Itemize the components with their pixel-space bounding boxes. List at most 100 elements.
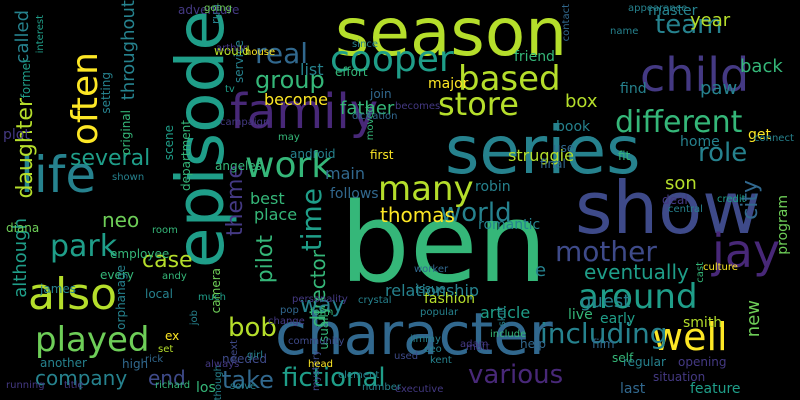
word: character <box>275 300 553 368</box>
word: romantic <box>478 217 541 233</box>
word: needed <box>222 352 267 366</box>
word: always <box>205 359 240 370</box>
word: dr <box>352 111 363 122</box>
word: set <box>158 344 174 355</box>
word: paw <box>700 78 738 99</box>
word: first <box>370 148 394 162</box>
word: mother <box>555 235 657 268</box>
word: different <box>615 105 743 140</box>
word: several <box>70 146 151 171</box>
word: girl <box>247 350 264 361</box>
word: final <box>540 157 566 171</box>
word: community <box>288 336 345 347</box>
word: main <box>325 164 365 183</box>
word: high <box>122 357 149 371</box>
word: relationship <box>385 281 480 300</box>
word: crystal <box>358 295 392 306</box>
word: regular <box>623 355 666 369</box>
word: played <box>35 320 150 360</box>
word: eventually <box>584 260 689 284</box>
word: find <box>620 81 647 97</box>
word: would <box>214 44 250 58</box>
word: title <box>64 380 84 391</box>
word: los <box>196 380 216 396</box>
word: much <box>198 292 226 303</box>
word: last <box>620 381 646 397</box>
word: worker <box>414 264 449 275</box>
word: place <box>254 205 298 224</box>
word: solve <box>230 381 257 392</box>
word: join <box>370 87 392 101</box>
word: popular <box>420 307 459 318</box>
word: show <box>575 166 762 250</box>
word: contact <box>561 4 572 42</box>
word: use <box>553 141 575 155</box>
word: guest <box>580 291 631 312</box>
word: diana <box>6 221 40 235</box>
word: change <box>268 316 305 327</box>
word: end <box>148 366 186 390</box>
word: kent <box>430 355 452 366</box>
word: interest <box>35 15 46 54</box>
word: ex <box>165 329 180 343</box>
word: former <box>19 58 33 99</box>
word: bob <box>228 313 277 343</box>
word: credit <box>717 194 746 205</box>
word: arthur <box>216 43 247 54</box>
word: get <box>748 127 771 143</box>
word: jimmy <box>410 334 441 345</box>
word: matt <box>466 342 490 353</box>
word: plot <box>3 127 30 143</box>
word: self <box>612 351 634 365</box>
word: personality <box>292 294 348 305</box>
word: family <box>230 84 379 140</box>
word: deal <box>662 193 688 207</box>
word: real <box>255 37 309 70</box>
word: appearance <box>628 3 688 14</box>
word: daughter <box>13 98 38 199</box>
word: also <box>28 269 118 320</box>
word: back <box>740 56 783 77</box>
word: house <box>245 47 276 58</box>
word: setting <box>99 72 113 114</box>
word: every <box>100 268 134 282</box>
word: year <box>690 10 731 31</box>
word: master <box>648 3 698 19</box>
word: opening <box>678 355 727 369</box>
word: way <box>300 293 345 318</box>
word: called <box>12 10 33 64</box>
word: shown <box>112 172 145 183</box>
word: another <box>40 356 87 370</box>
word: adam <box>460 339 489 350</box>
word: robin <box>475 179 511 195</box>
word: include <box>490 329 527 340</box>
word: may <box>278 132 300 143</box>
word: element <box>338 370 380 381</box>
word: original <box>119 110 133 155</box>
word: citation <box>360 111 398 122</box>
word: mystery <box>311 350 322 391</box>
word: feature <box>690 381 741 397</box>
word: group <box>255 66 325 94</box>
word: life <box>20 146 97 204</box>
word: book <box>556 119 591 135</box>
word: box <box>565 91 598 112</box>
word: situation <box>653 370 706 384</box>
word: team <box>655 10 723 40</box>
word: neo <box>102 208 140 232</box>
word: park <box>50 229 118 264</box>
word: ceo <box>424 344 442 355</box>
word: android <box>290 147 336 161</box>
word: andy <box>162 271 187 282</box>
word: central <box>668 204 703 215</box>
word: article <box>480 303 531 322</box>
word: running <box>6 380 45 391</box>
word: take <box>222 366 274 394</box>
word: issue <box>415 282 446 296</box>
word: home <box>680 134 720 150</box>
word: father <box>340 98 395 119</box>
word: program <box>775 195 791 255</box>
word: struggle <box>508 146 574 165</box>
word: form <box>310 307 334 318</box>
